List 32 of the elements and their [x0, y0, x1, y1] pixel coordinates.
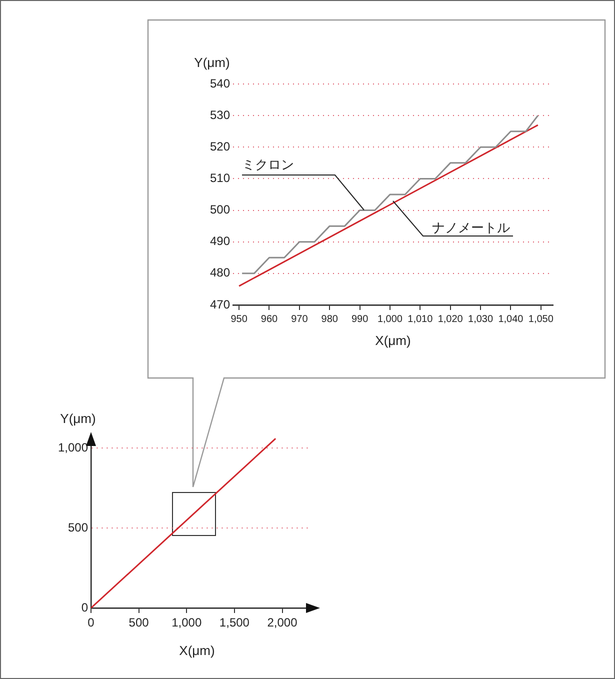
y-tick-label: 470	[210, 297, 230, 312]
x-tick-label: 2,000	[267, 616, 298, 630]
y-tick-label: 480	[210, 266, 230, 280]
x-tick-label: 950	[230, 314, 248, 325]
text: ミクロン	[242, 157, 294, 172]
x-axis-title: X(μm)	[375, 333, 411, 348]
y-tick-label: 490	[210, 234, 230, 248]
x-tick-label: 960	[260, 314, 278, 325]
x-tick-label: 500	[128, 616, 150, 630]
x-tick-label: 1,000	[377, 314, 403, 325]
y-tick-label: 520	[210, 139, 230, 154]
y-tick-label: 1,000	[58, 440, 88, 454]
y-tick-label: 530	[210, 108, 230, 122]
y-tick-label: 0	[81, 600, 88, 614]
x-tick-label: 1,020	[438, 314, 464, 325]
y-axis-title: Y(μm)	[194, 55, 230, 70]
x-tick-label: 1,030	[468, 314, 494, 325]
x-tick-label: 1,010	[408, 314, 434, 325]
x-tick-label: 980	[321, 314, 338, 325]
x-tick-label: 1,050	[528, 314, 554, 325]
y-axis-title: Y(μm)	[60, 411, 96, 426]
y-tick-label: 500	[210, 202, 230, 217]
y-tick-label: 510	[210, 171, 230, 186]
x-tick-label: 990	[351, 314, 369, 325]
x-tick-label: 1,000	[172, 616, 202, 630]
x-tick-label: 1,040	[498, 314, 524, 325]
y-tick-label: 540	[210, 76, 230, 90]
x-tick-label: 970	[291, 314, 308, 325]
text: ナノメートル	[432, 220, 510, 235]
x-tick-label: 1,500	[219, 616, 250, 630]
x-axis-title: X(μm)	[179, 643, 215, 658]
y-tick-label: 500	[68, 520, 88, 534]
